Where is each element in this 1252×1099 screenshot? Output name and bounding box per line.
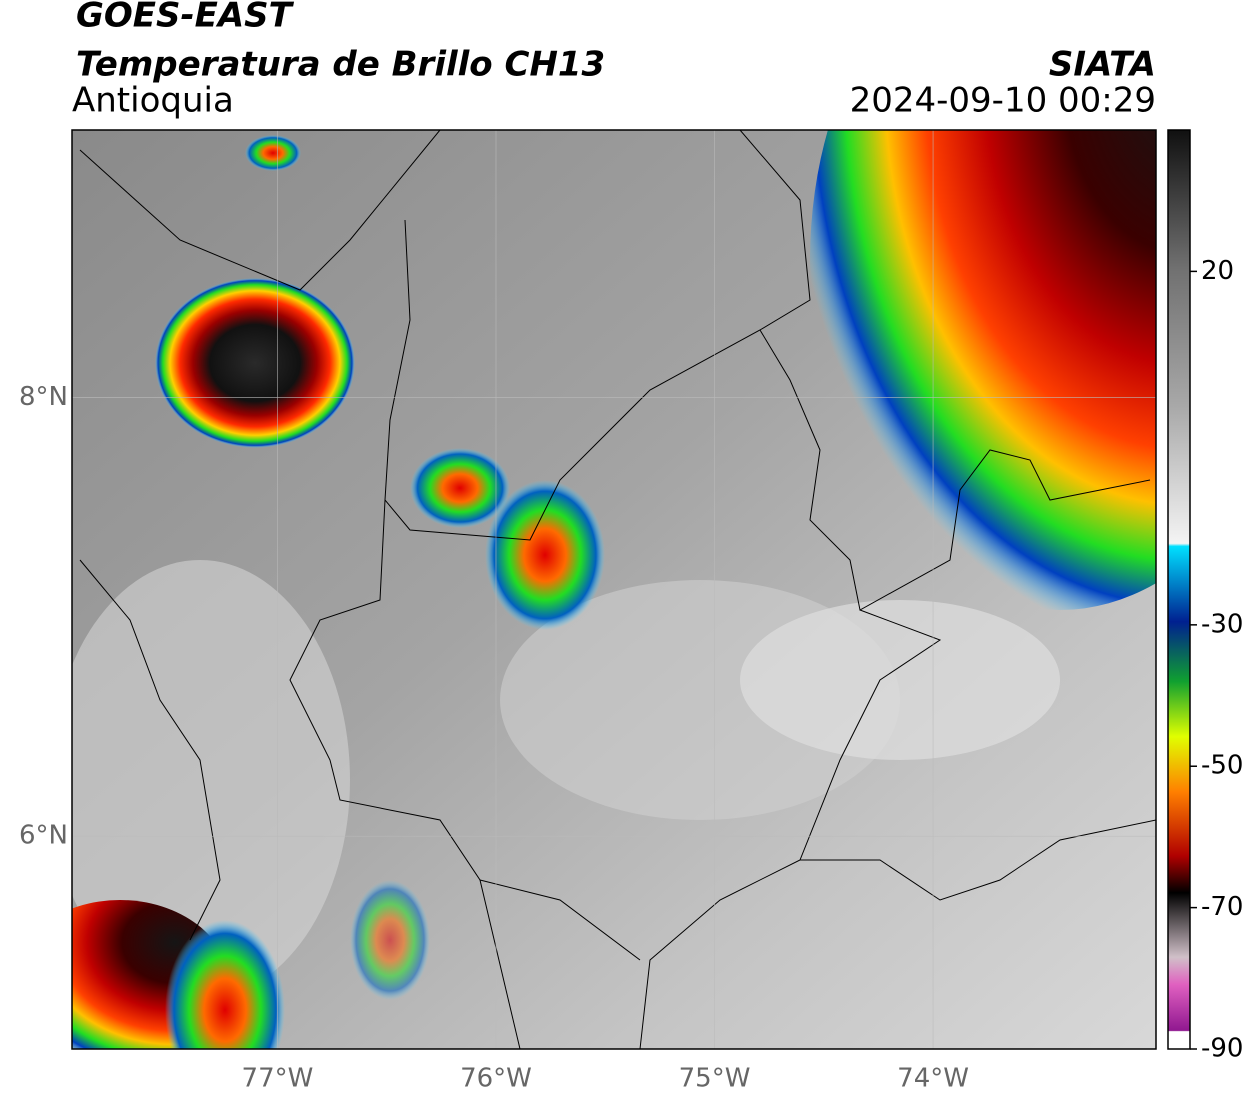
colorbar-tick-label: -70: [1201, 892, 1243, 922]
timestamp: 2024-09-10 00:29: [850, 81, 1156, 121]
colorbar: [1167, 129, 1191, 1050]
x-tick-label: 74°W: [897, 1064, 969, 1094]
x-tick-label: 77°W: [242, 1064, 314, 1094]
x-tick-label: 75°W: [679, 1064, 751, 1094]
region: Antioquia: [72, 81, 234, 121]
borders: [79, 130, 1156, 1049]
colorbar-tick-label: -30: [1201, 609, 1243, 639]
y-tick-label: 6°N: [19, 821, 68, 851]
x-tick-label: 76°W: [460, 1064, 532, 1094]
y-tick-label: 8°N: [19, 382, 68, 412]
satellite-image: [72, 130, 1156, 1049]
subtitle: Temperatura de Brillo CH13: [76, 45, 605, 85]
map-frame: [71, 129, 1157, 1050]
source: SIATA: [1049, 45, 1156, 85]
colorbar-tick-label: 20: [1201, 256, 1234, 286]
colorbar-tick-label: -90: [1201, 1034, 1243, 1064]
title: GOES-EAST: [76, 0, 295, 36]
graticule: [72, 130, 1156, 1049]
colorbar-tick-label: -50: [1201, 751, 1243, 781]
